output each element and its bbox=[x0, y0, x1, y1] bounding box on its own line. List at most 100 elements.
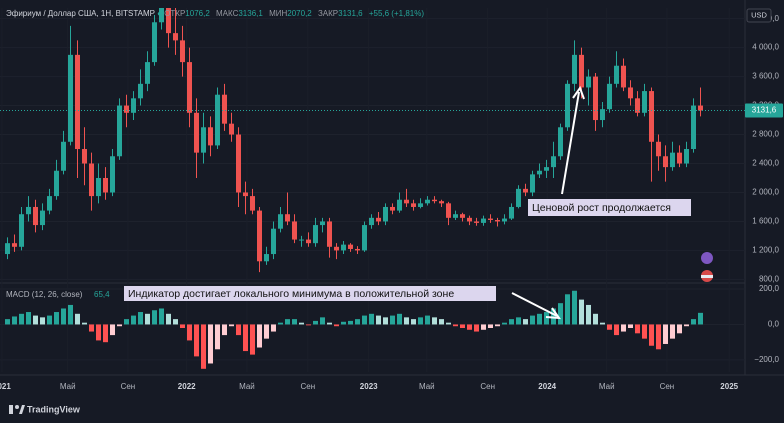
currency-button[interactable] bbox=[746, 8, 772, 23]
x-tick-label: 2024 bbox=[538, 382, 556, 391]
macd-bar bbox=[677, 324, 682, 334]
annotation-box bbox=[528, 199, 691, 216]
macd-bar bbox=[572, 290, 577, 325]
macd-bar bbox=[509, 319, 514, 325]
candle-body bbox=[299, 239, 304, 241]
candle-body bbox=[278, 214, 283, 229]
brand: TradingView bbox=[27, 404, 81, 414]
candle-body bbox=[89, 163, 94, 197]
currency: USD bbox=[751, 10, 767, 19]
candle-body bbox=[117, 105, 122, 157]
x-tick-label: Сен bbox=[121, 382, 136, 391]
candle-body bbox=[635, 98, 640, 113]
macd-bar bbox=[565, 294, 570, 325]
y-tick-label: 800,0 bbox=[759, 275, 780, 284]
candle-body bbox=[572, 54, 577, 84]
high-value: 3136,1 bbox=[238, 9, 263, 18]
y-tick-label: 2 000,0 bbox=[752, 188, 779, 197]
candle-body bbox=[229, 123, 234, 135]
arrow-head bbox=[572, 85, 585, 100]
macd-bar bbox=[614, 324, 619, 336]
macd-bar bbox=[411, 319, 416, 325]
candle-body bbox=[523, 188, 528, 193]
macd-bar bbox=[544, 312, 549, 325]
candle-body bbox=[173, 33, 178, 41]
macd-bar bbox=[68, 304, 73, 325]
x-tick-label: Май bbox=[599, 382, 615, 391]
candle-body bbox=[271, 228, 276, 255]
candle-body bbox=[110, 156, 115, 193]
macd-bar bbox=[663, 324, 668, 344]
candle-body bbox=[362, 225, 367, 251]
macd-bar bbox=[19, 313, 24, 325]
low-value: 2070,2 bbox=[287, 9, 312, 18]
candle-body bbox=[404, 199, 409, 204]
candle-body bbox=[47, 196, 52, 211]
candle-body bbox=[320, 221, 325, 226]
macd-bar bbox=[558, 303, 563, 325]
y-tick-label: −200,0 bbox=[754, 355, 779, 364]
logo-part bbox=[15, 405, 19, 409]
logo-part bbox=[19, 405, 25, 414]
macd-bar bbox=[285, 319, 290, 325]
candle-body bbox=[446, 203, 451, 218]
candle-body bbox=[600, 109, 605, 121]
macd-bar bbox=[180, 324, 185, 328]
candle-body bbox=[201, 127, 206, 153]
candle-body bbox=[649, 91, 654, 142]
macd-bar bbox=[75, 313, 80, 325]
close-value: 3131,6 bbox=[338, 9, 363, 18]
annotation-arrow bbox=[561, 91, 580, 195]
macd-bar bbox=[33, 315, 38, 325]
candle-body bbox=[502, 218, 507, 222]
macd-bar bbox=[215, 324, 220, 350]
candle-body bbox=[215, 94, 220, 146]
axes: 800,0 1 200,0 1 600,0 2 000,0 2 400,0 2 800,0… bbox=[0, 14, 783, 391]
macd-bar bbox=[236, 324, 241, 336]
candle-body bbox=[187, 62, 192, 113]
macd-bar bbox=[40, 317, 45, 325]
candle-body bbox=[82, 149, 87, 164]
candle-body bbox=[68, 54, 73, 142]
candle-body bbox=[453, 214, 458, 218]
candle-body bbox=[138, 83, 143, 99]
candle-body bbox=[516, 188, 521, 207]
close-label: ЗАКР bbox=[317, 9, 339, 18]
macd-bar bbox=[397, 313, 402, 325]
macd-bar bbox=[474, 324, 479, 332]
macd-bar bbox=[698, 312, 703, 325]
macd-bar bbox=[649, 324, 654, 346]
y-tick-label: 2 800,0 bbox=[752, 130, 779, 139]
candle-body bbox=[243, 192, 248, 197]
macd-bar bbox=[635, 324, 640, 334]
x-tick-label: Сен bbox=[480, 382, 495, 391]
candle-body bbox=[26, 206, 31, 215]
candle-body bbox=[537, 170, 542, 175]
macd-bar bbox=[208, 324, 213, 364]
candle-body bbox=[376, 217, 381, 222]
candle-body bbox=[54, 170, 59, 197]
alert-icon[interactable] bbox=[701, 252, 713, 264]
open-label: ОТКР bbox=[164, 9, 186, 18]
macd-bar bbox=[222, 324, 227, 336]
arrow-head bbox=[545, 307, 562, 320]
macd-bar bbox=[187, 324, 192, 341]
macd-bar bbox=[89, 324, 94, 332]
low-label: МИН bbox=[269, 9, 288, 18]
macd-bar bbox=[341, 321, 346, 325]
candle-body bbox=[565, 83, 570, 128]
macd-bar bbox=[257, 324, 262, 348]
macd-bar bbox=[439, 319, 444, 325]
macd-bar bbox=[194, 324, 199, 357]
candle-body bbox=[579, 54, 584, 88]
candle-body bbox=[663, 156, 668, 168]
y-tick-label: 1 600,0 bbox=[752, 217, 779, 226]
symbol: Эфириум / Доллар США, 1Н, BITSTAMP bbox=[6, 9, 155, 18]
macd-bar bbox=[103, 324, 108, 343]
macd-bar bbox=[453, 324, 458, 327]
candle-body bbox=[33, 206, 38, 226]
macd-bar bbox=[5, 319, 10, 325]
macd-bar bbox=[537, 313, 542, 325]
candle-body bbox=[264, 254, 269, 262]
macd-bar bbox=[523, 319, 528, 325]
